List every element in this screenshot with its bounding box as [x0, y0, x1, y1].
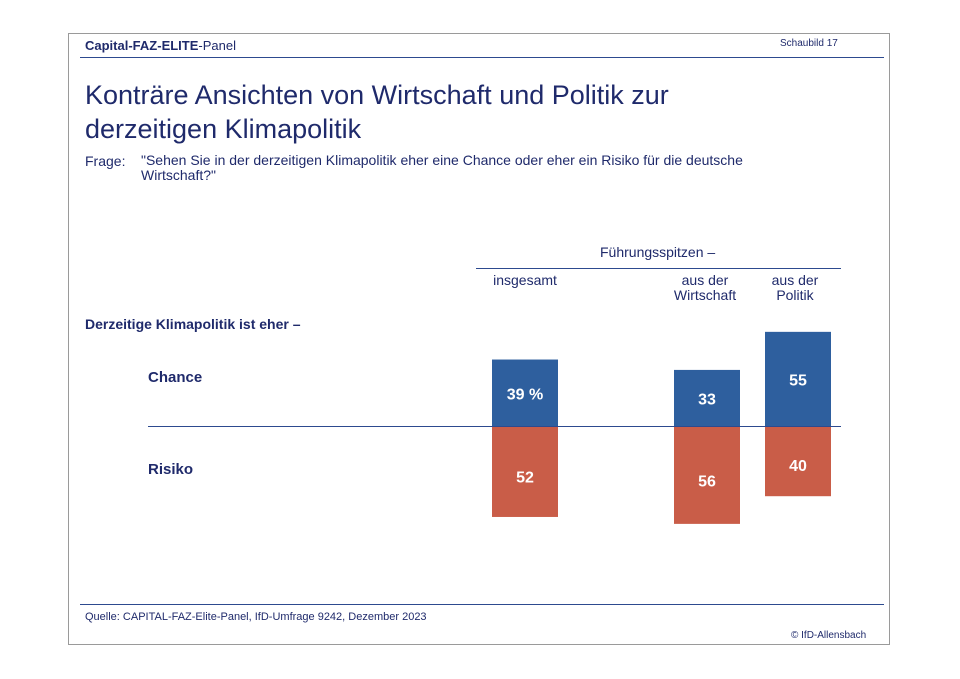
bar-label-risiko-politik: 40 — [789, 458, 807, 475]
column-header-line — [476, 268, 573, 269]
row-label-chance: Chance — [148, 369, 203, 386]
group-header-line — [573, 268, 841, 269]
column-header-insgesamt: insgesamt — [493, 272, 557, 288]
bar-label-chance-politik: 55 — [789, 372, 807, 389]
bar-chance-politik — [765, 331, 831, 427]
panel-bold-1: Capital-FAZ- — [85, 38, 162, 53]
bar-label-risiko-wirtschaft: 56 — [698, 473, 716, 490]
zero-baseline — [148, 426, 841, 427]
group-header: Führungsspitzen – — [600, 244, 716, 260]
column-header-wirtschaft: aus der Wirtschaft — [673, 272, 737, 303]
source-note: Quelle: CAPITAL-FAZ-Elite-Panel, IfD-Umf… — [85, 611, 427, 623]
panel-bold-2: ELITE — [161, 38, 199, 53]
bar-risiko-insgesamt — [492, 427, 558, 517]
column-header-politik: aus der Politik — [771, 272, 819, 303]
bar-chance-insgesamt — [492, 359, 558, 427]
question-text: "Sehen Sie in der derzeitigen Klimapolit… — [141, 152, 743, 183]
bar-risiko-politik — [765, 427, 831, 497]
header-divider — [80, 57, 884, 58]
panel-suffix: -Panel — [198, 38, 236, 53]
question-label: Frage: — [85, 153, 126, 169]
chart-frame — [68, 33, 890, 645]
bar-label-chance-wirtschaft: 33 — [698, 391, 716, 408]
panel-name: Capital-FAZ-ELITE-Panel — [85, 38, 236, 53]
bar-chance-wirtschaft — [674, 369, 740, 427]
copyright: © IfD-Allensbach — [791, 630, 867, 641]
bar-label-chance-insgesamt: 39 % — [507, 386, 543, 403]
bar-risiko-wirtschaft — [674, 427, 740, 524]
figure-number: Schaubild 17 — [780, 38, 838, 49]
footer-divider — [80, 604, 884, 605]
bar-label-risiko-insgesamt: 52 — [516, 469, 534, 486]
row-intro: Derzeitige Klimapolitik ist eher – — [85, 316, 301, 332]
chart-title: Konträre Ansichten von Wirtschaft und Po… — [85, 80, 669, 144]
row-label-risiko: Risiko — [148, 461, 194, 478]
